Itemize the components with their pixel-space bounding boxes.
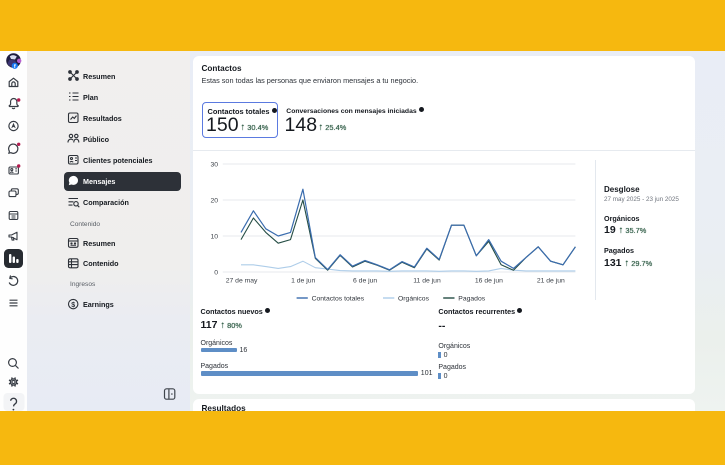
svg-text:Contactos totales: Contactos totales (312, 295, 365, 302)
svg-text:16 de jun: 16 de jun (475, 278, 503, 285)
svg-text:f: f (14, 64, 16, 70)
svg-text:Pagados: Pagados (458, 295, 485, 302)
svg-text:Orgánicos: Orgánicos (398, 295, 430, 302)
svg-text:$: $ (71, 302, 75, 309)
svg-text:1 de jun: 1 de jun (291, 278, 315, 285)
svg-text:30: 30 (210, 161, 218, 168)
svg-text:6 de jun: 6 de jun (353, 278, 377, 285)
svg-text:0: 0 (214, 269, 218, 276)
svg-text:10: 10 (210, 233, 218, 240)
svg-text:20: 20 (210, 197, 218, 204)
svg-text:11 de jun: 11 de jun (413, 278, 441, 285)
svg-text:21 de jun: 21 de jun (537, 278, 565, 285)
svg-text:27 de may: 27 de may (226, 278, 258, 285)
